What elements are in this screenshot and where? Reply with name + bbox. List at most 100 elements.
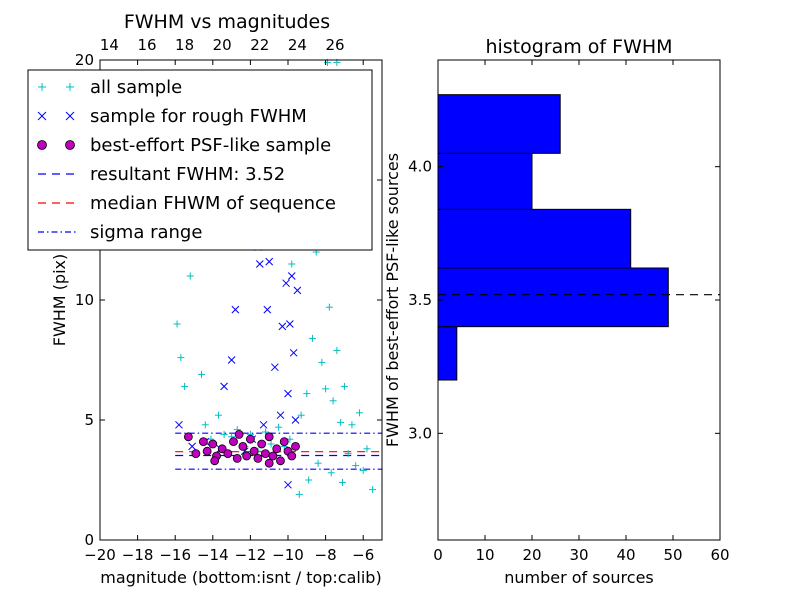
- legend-entry-3-label: resultant FWHM: 3.52: [90, 164, 285, 185]
- series-2: [183, 429, 300, 468]
- x-tick-label-2: −16: [159, 546, 191, 564]
- legend-entry-0-marker-b: [66, 83, 74, 91]
- series-1-point-6-b: [231, 305, 240, 314]
- legend-box: [27, 69, 373, 251]
- series-2-point-23: [291, 441, 300, 451]
- series-2-point-10-dot: [242, 451, 252, 461]
- series-2-point-25: [210, 456, 220, 466]
- series-0-point-8: [220, 430, 228, 438]
- y-tick-label-0: 0: [84, 531, 94, 549]
- series-0-point-22: [308, 334, 316, 342]
- series-0-point-35: [359, 466, 367, 474]
- legend-entries: all sample sample for rough FWHM best-effo…: [37, 77, 336, 243]
- series-2-point-22-dot: [287, 451, 297, 461]
- series-1-point-10-b: [255, 260, 264, 268]
- series-0-point-27: [329, 397, 337, 405]
- legend-entry-5-label: sigma range: [90, 222, 202, 243]
- series-2-point-3-dot: [208, 439, 218, 449]
- legend-entry-1: sample for rough FWHM: [37, 106, 307, 127]
- legend-entry-1-marker-b: [65, 111, 75, 121]
- x-tick-label-4: −12: [235, 546, 267, 564]
- series-1-point-15-b: [270, 363, 279, 372]
- series-0-point-3: [186, 272, 194, 280]
- series-2-point-26-dot: [234, 429, 244, 439]
- series-1-point-21: [284, 389, 292, 398]
- series-1-point-11: [259, 420, 268, 429]
- series-1-point-20: [282, 279, 290, 288]
- series-0-point-31: [344, 450, 352, 458]
- legend-entry-1-marker-a-b: [37, 111, 47, 121]
- series-2-point-2: [202, 446, 212, 456]
- series-1-point-24: [289, 348, 298, 357]
- series-1-point-29: [284, 480, 292, 489]
- series-1-point-7-b: [240, 447, 249, 456]
- legend-entry-0-marker-a: [38, 83, 46, 91]
- top-tick-label-3: 20: [213, 36, 232, 54]
- series-2-point-13-dot: [253, 453, 263, 463]
- series-2-point-11-dot: [245, 434, 255, 444]
- histogram-title: histogram of FWHM: [485, 36, 672, 58]
- series-0-point-7: [214, 411, 222, 419]
- series-0-point-48: [288, 260, 296, 268]
- series-2-point-25-dot: [210, 456, 220, 466]
- legend-entry-2-marker-b: [65, 140, 75, 150]
- series-1-point-5: [227, 356, 236, 364]
- top-tick-label-0: 14: [100, 36, 119, 54]
- series-0-point-0: [173, 320, 181, 328]
- series-1-point-27: [293, 286, 302, 295]
- series-2-point-18: [272, 444, 282, 454]
- series-1-point-15: [270, 363, 279, 372]
- series-2-point-13: [253, 453, 263, 463]
- y-tick-label-2: 10: [75, 291, 94, 309]
- series-1-point-4: [220, 382, 228, 391]
- series-2-point-22: [287, 451, 297, 461]
- histogram-panel: 0 10 20 30 40 50 60 3.0 3.5 4.0 histogram of FWH…: [383, 36, 730, 587]
- series-2-point-24-dot: [183, 432, 193, 442]
- series-0-point-45: [327, 469, 335, 477]
- series-0-point-37: [369, 486, 377, 494]
- hist-y-tick-label-0: 3.0: [408, 424, 432, 442]
- hist-y-tick-label-1: 3.5: [408, 291, 432, 309]
- histogram-bar-4: [437, 94, 561, 154]
- hist-x-tick-label-2: 20: [522, 546, 541, 564]
- series-1-point-1-b: [188, 442, 196, 451]
- series-1-point-29-b: [284, 480, 292, 489]
- series-2-point-18-dot: [272, 444, 282, 454]
- series-1-point-0: [175, 420, 183, 429]
- series-0-point-33: [352, 462, 360, 470]
- series-1-point-13: [265, 257, 274, 266]
- series-0-point-26: [325, 303, 333, 311]
- series-2-point-1: [198, 437, 208, 447]
- top-tick-label-6: 26: [325, 36, 344, 54]
- legend-entry-1-marker-a: [37, 111, 47, 121]
- x-tick-label-5: −10: [272, 546, 304, 564]
- series-0-point-15: [267, 440, 275, 448]
- series-1-point-4-b: [220, 382, 228, 391]
- series-0-point-43: [305, 476, 313, 484]
- series-2-point-8-dot: [232, 453, 242, 463]
- series-0-point-14: [261, 428, 269, 436]
- series-1-point-12: [263, 305, 272, 314]
- series-2-point-3: [208, 439, 218, 449]
- series-2-point-16: [264, 432, 274, 442]
- series-0-point-29: [337, 418, 345, 426]
- series-2-point-9: [238, 441, 248, 451]
- x-tick-label-3: −14: [197, 546, 229, 564]
- series-0-point-30: [340, 382, 348, 390]
- hist-x-tick-label-4: 40: [616, 546, 635, 564]
- histogram-bars: [437, 94, 669, 381]
- series-1-point-24-b: [289, 348, 298, 357]
- legend-entry-2: best-effort PSF-like sample: [37, 135, 331, 156]
- series-2-point-6-dot: [223, 449, 233, 459]
- legend-entry-4: median FHWM of sequence: [38, 193, 336, 214]
- y-tick-label-1: 5: [84, 411, 94, 429]
- series-2-point-10: [242, 451, 252, 461]
- series-2-point-26: [234, 429, 244, 439]
- series-1-point-11-b: [259, 420, 268, 429]
- series-2-point-23-dot: [291, 441, 300, 451]
- series-0-point-2: [181, 382, 189, 390]
- series-1-point-20-b: [282, 279, 290, 288]
- series-1-point-22-b: [286, 320, 294, 328]
- series-0-point-20: [297, 411, 305, 419]
